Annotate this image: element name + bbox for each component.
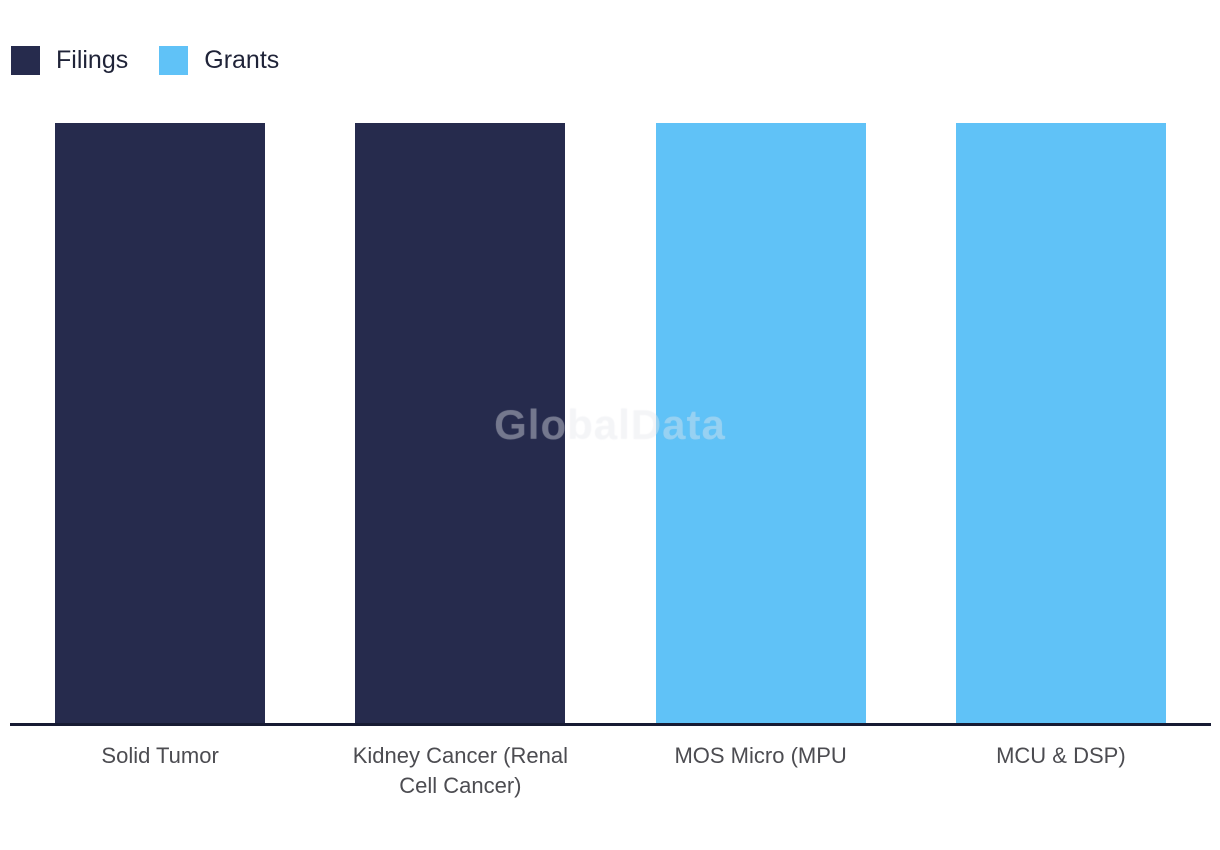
bar-slot [611,123,911,723]
legend-label-filings: Filings [56,46,129,74]
x-axis-label: Kidney Cancer (Renal Cell Cancer) [352,743,568,798]
x-axis-label: MCU & DSP) [996,743,1126,768]
grants-swatch-icon [159,46,189,75]
legend-item-grants[interactable]: Grants [159,46,279,75]
bar-mcu-dsp[interactable] [955,123,1166,723]
bar-slot [911,123,1211,723]
plot-area [10,123,1211,723]
bar-slot [10,123,310,723]
x-axis-line [10,723,1211,726]
legend: Filings Grants [11,46,279,75]
bar-solid-tumor[interactable] [55,123,266,723]
legend-label-grants: Grants [204,46,280,74]
bar-kidney-cancer-renal-cell-cancer[interactable] [355,123,566,723]
filings-swatch-icon [11,46,40,75]
bar-slot [310,123,610,723]
legend-item-filings[interactable]: Filings [11,46,128,75]
bar-mos-micro-mpu[interactable] [655,123,866,723]
x-axis-labels: Solid Tumor Kidney Cancer (Renal Cell Can… [10,741,1211,801]
x-axis-label: MOS Micro (MPU [674,743,847,768]
x-axis-label: Solid Tumor [101,743,219,768]
